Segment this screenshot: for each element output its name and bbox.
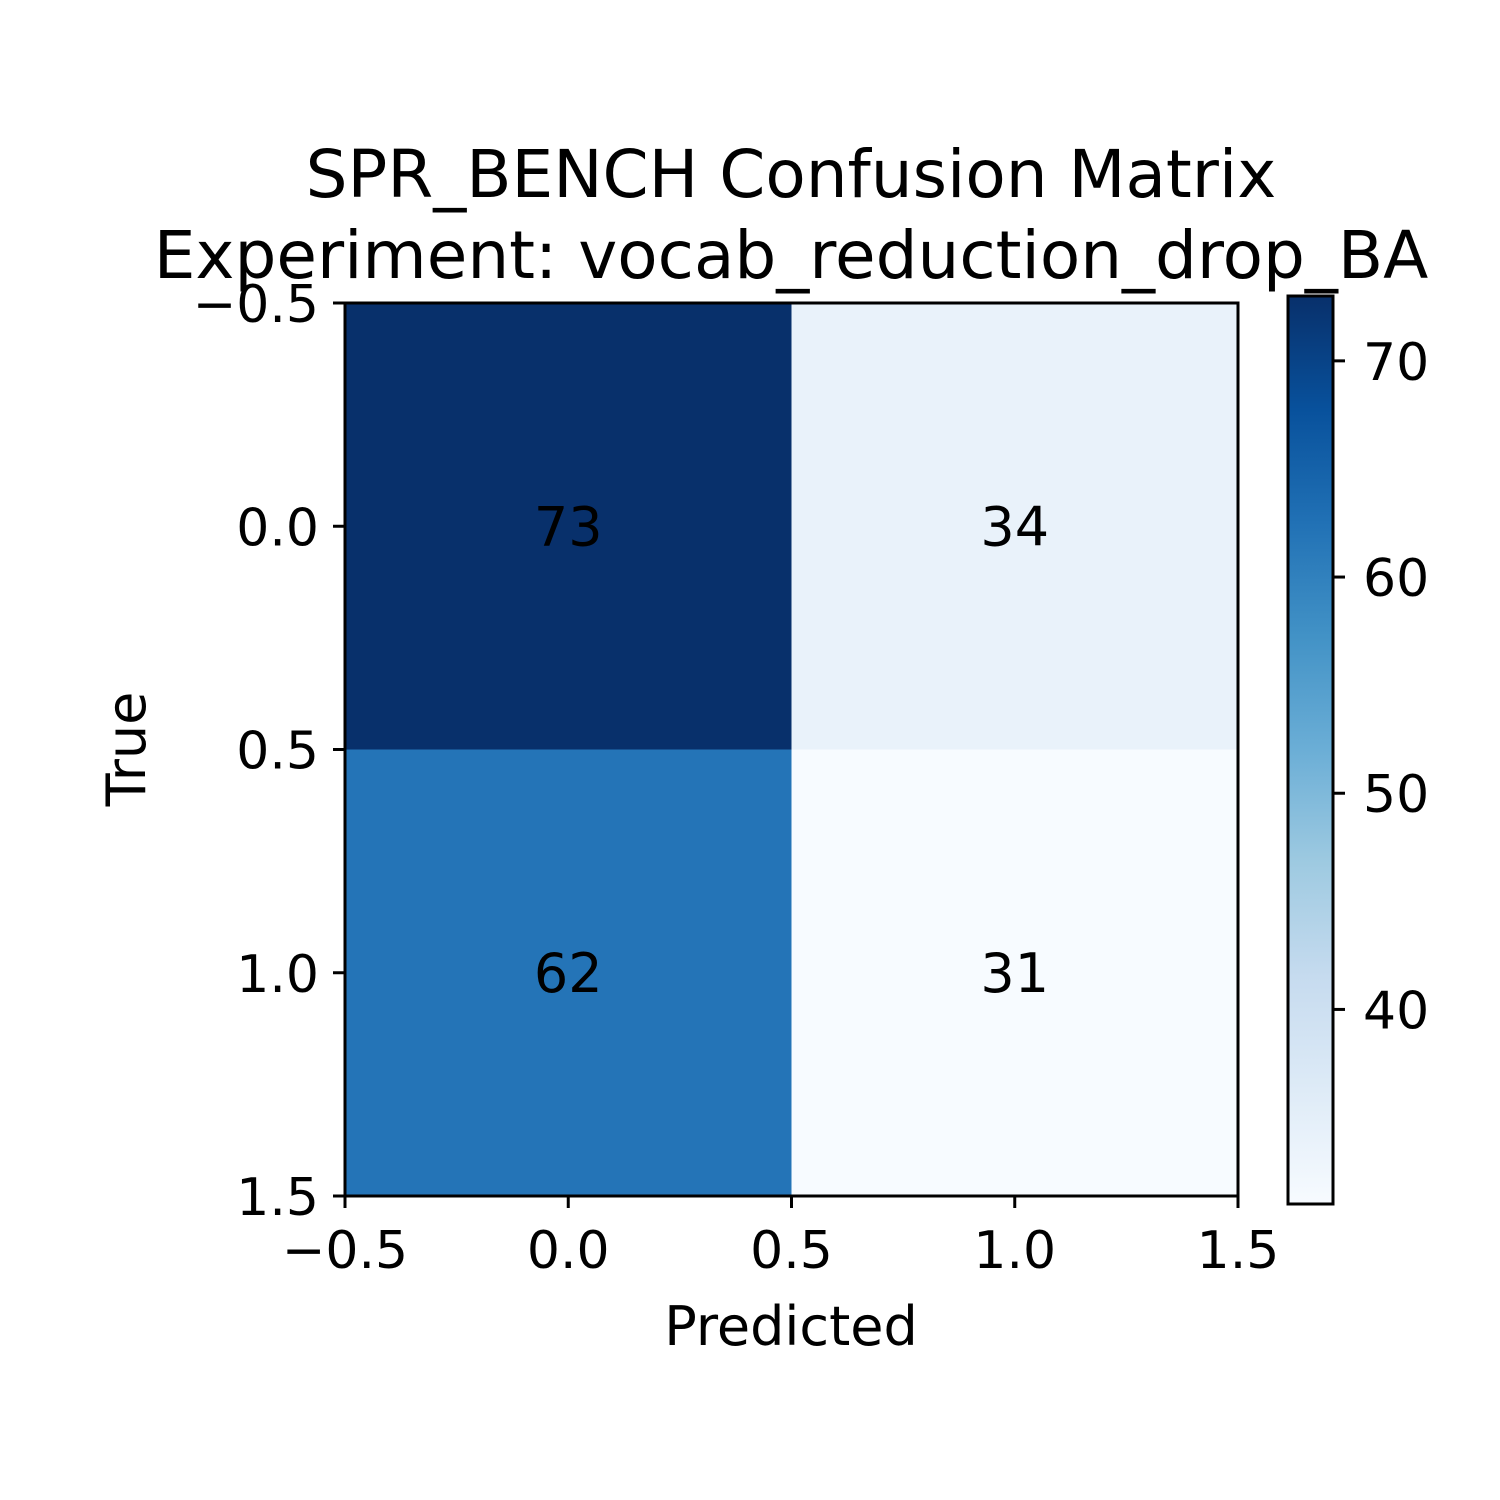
heatmap-cell-labels: 73 34 62 31 xyxy=(534,495,1049,1005)
y-tick-label: 0.5 xyxy=(236,722,319,782)
colorbar-tick-label: 60 xyxy=(1363,549,1429,609)
colorbar-ticks: 40 50 60 70 xyxy=(1333,333,1429,1041)
heatmap-cell-1-0 xyxy=(345,749,792,1196)
colorbar-tick-label: 40 xyxy=(1363,981,1429,1041)
heatmap-cell-0-1 xyxy=(791,303,1238,750)
cell-value-0-0: 73 xyxy=(534,495,603,558)
heatmap-cell-1-1 xyxy=(791,749,1238,1196)
y-axis-label: True xyxy=(95,692,158,808)
x-tick-label: 1.0 xyxy=(973,1221,1056,1281)
x-tick-label: −0.5 xyxy=(282,1221,408,1281)
colorbar-tick-label: 50 xyxy=(1363,765,1429,825)
colorbar-tick-label: 70 xyxy=(1363,333,1429,393)
y-tick-label: 1.5 xyxy=(236,1168,319,1228)
y-axis-ticks: −0.5 0.0 0.5 1.0 1.5 xyxy=(193,275,345,1228)
cell-value-1-0: 62 xyxy=(534,942,603,1005)
y-tick-label: 0.0 xyxy=(236,498,319,558)
heatmap-cell-0-0 xyxy=(345,303,792,750)
cell-value-1-1: 31 xyxy=(980,942,1049,1005)
y-tick-label: −0.5 xyxy=(193,275,319,335)
colorbar xyxy=(1286,294,1335,1206)
chart-title-line-2: Experiment: vocab_reduction_drop_BA xyxy=(154,217,1429,294)
x-tick-label: 0.0 xyxy=(527,1221,610,1281)
chart-title-line-1: SPR_BENCH Confusion Matrix xyxy=(306,136,1277,213)
y-tick-label: 1.0 xyxy=(236,945,319,1005)
x-axis-label: Predicted xyxy=(664,1295,918,1358)
cell-value-0-1: 34 xyxy=(980,495,1049,558)
x-axis-ticks: −0.5 0.0 0.5 1.0 1.5 xyxy=(282,1196,1279,1281)
x-tick-label: 1.5 xyxy=(1197,1221,1280,1281)
heatmap-cells xyxy=(345,303,1238,1196)
x-tick-label: 0.5 xyxy=(750,1221,833,1281)
